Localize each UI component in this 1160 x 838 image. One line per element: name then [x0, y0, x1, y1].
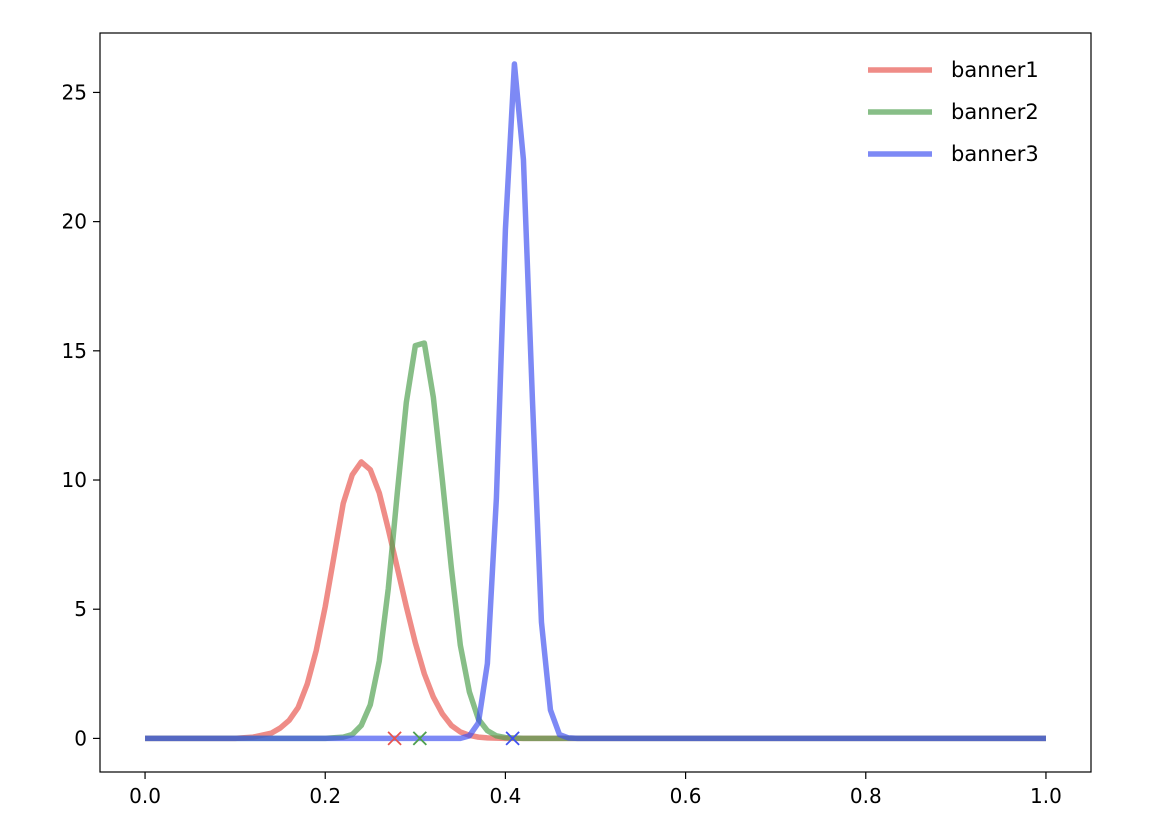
x-tick-label: 1.0: [1030, 784, 1062, 808]
legend-label: banner3: [951, 142, 1039, 166]
mean-marker-banner1: [387, 731, 402, 746]
legend-entry-banner1: banner1: [868, 58, 1039, 82]
mean-marker-banner2: [412, 731, 427, 746]
legend-entry-banner2: banner2: [868, 100, 1039, 124]
legend-label: banner2: [951, 100, 1039, 124]
x-tick-label: 0.6: [670, 784, 702, 808]
legend: banner1 banner2 banner3: [868, 58, 1039, 166]
x-tick-label: 0.2: [309, 784, 341, 808]
x-tick-label: 0.8: [850, 784, 882, 808]
x-tick-label: 0.4: [490, 784, 522, 808]
series-line-banner1: [145, 459, 1046, 742]
legend-label: banner1: [951, 58, 1039, 82]
y-tick-label: 20: [62, 210, 87, 234]
plot-frame: [99, 32, 1092, 773]
series-layer: [145, 61, 1046, 742]
y-tick-label: 25: [62, 80, 87, 104]
marker-layer: [387, 731, 520, 746]
x-axis: 0.0 0.2 0.4 0.6 0.8 1.0: [129, 772, 1062, 808]
y-tick-label: 0: [74, 726, 87, 750]
y-axis: 0 5 10 15 20 25: [62, 80, 100, 750]
legend-entry-banner3: banner3: [868, 142, 1039, 166]
mean-marker-banner3: [505, 731, 520, 746]
series-line-banner3: [145, 61, 1046, 742]
y-tick-label: 15: [62, 339, 87, 363]
x-tick-label: 0.0: [129, 784, 161, 808]
series-line-banner2: [145, 340, 1046, 742]
y-tick-label: 10: [62, 468, 87, 492]
y-tick-label: 5: [74, 597, 87, 621]
